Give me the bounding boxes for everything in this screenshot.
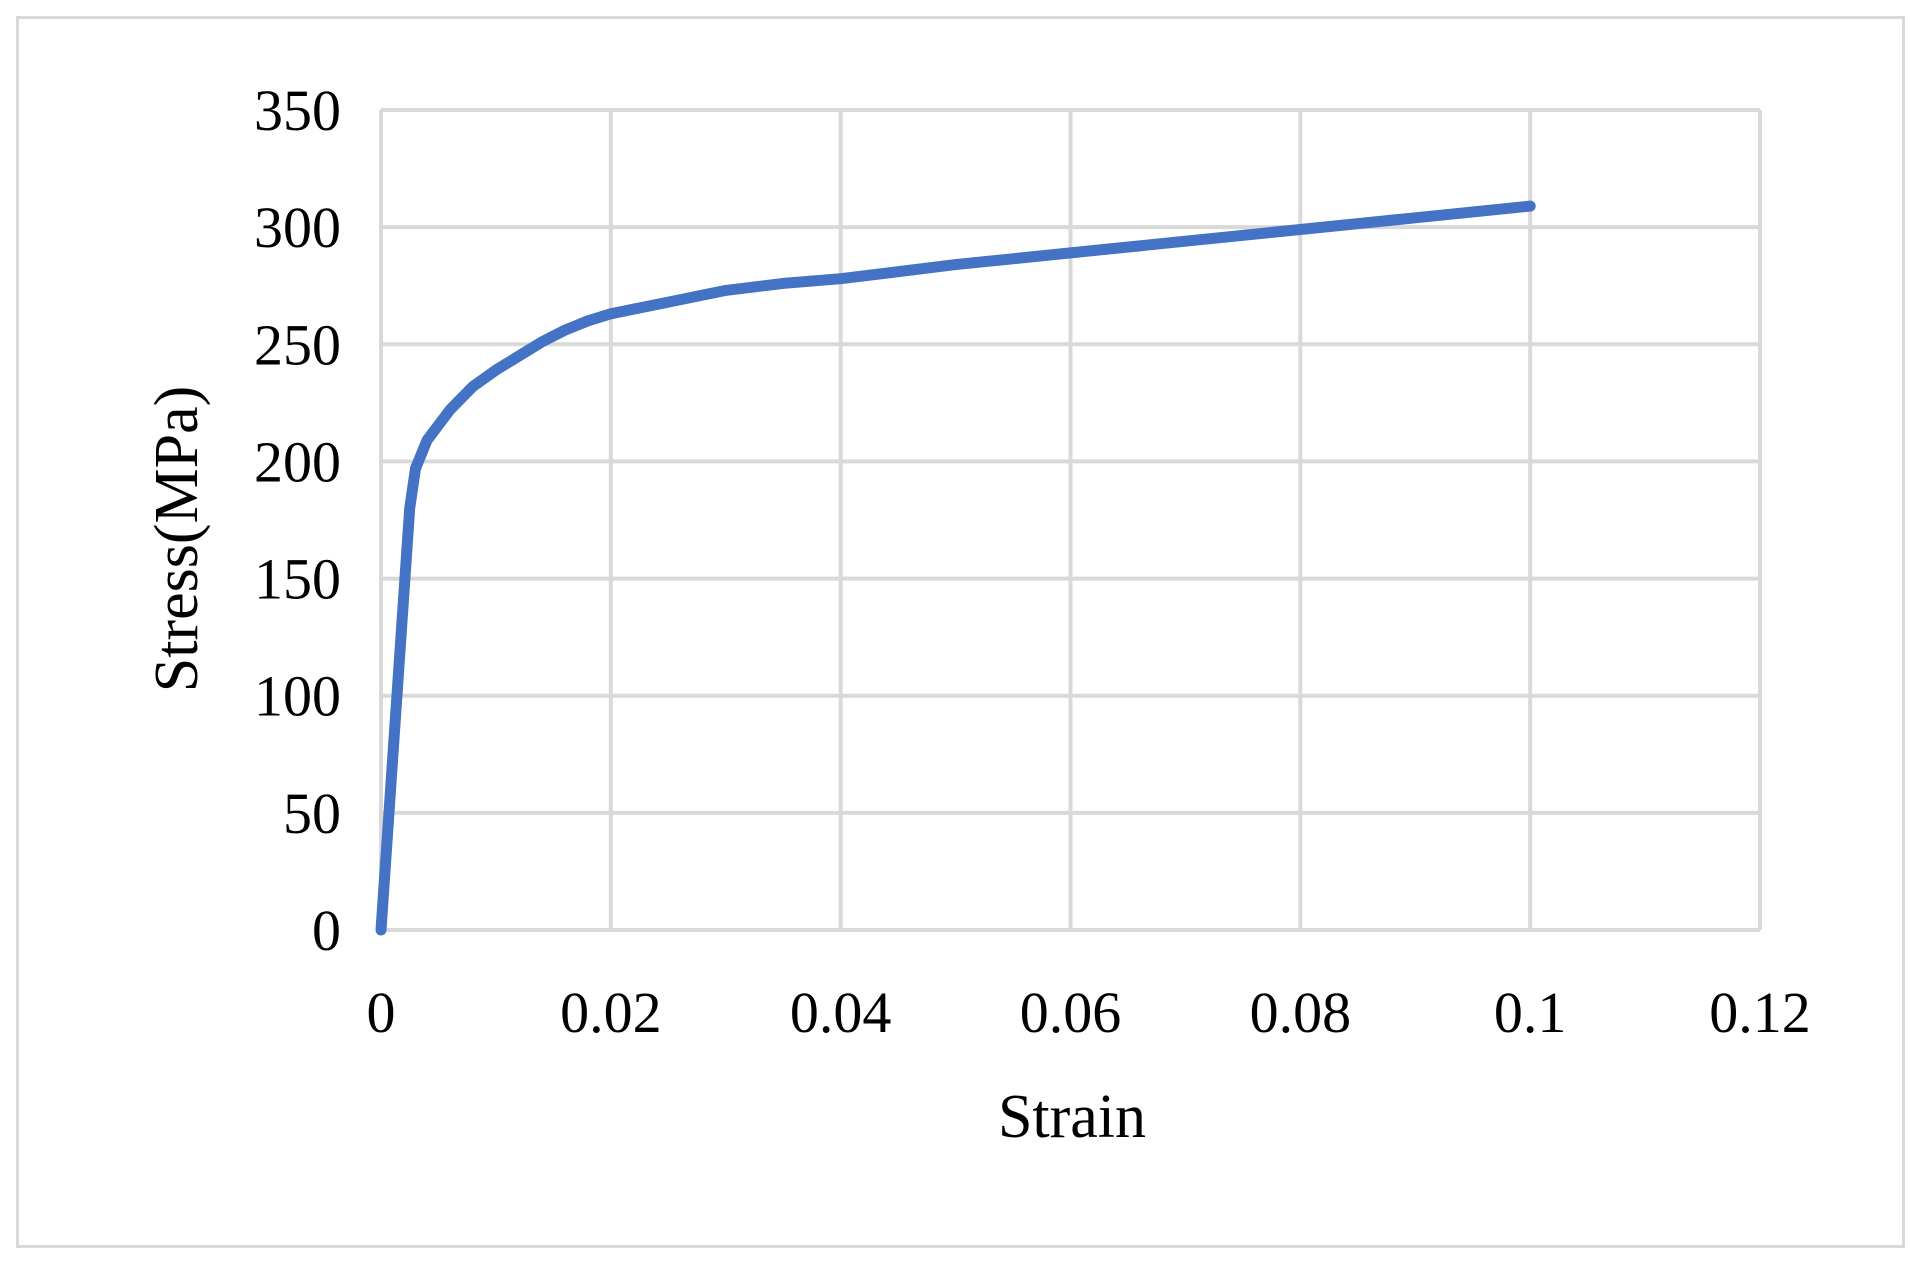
series-layer [375, 200, 1536, 936]
x-tick-label: 0.04 [790, 980, 892, 1045]
x-axis-title: Strain [998, 1083, 1146, 1151]
chart-frame: 0 0.02 0.04 0.06 0.08 0.1 0.12 0 50 100 150 200 250… [16, 16, 1905, 1248]
x-tick-label: 0.02 [560, 980, 662, 1045]
y-tick-label: 50 [283, 781, 341, 846]
stress-strain-chart: 0 0.02 0.04 0.06 0.08 0.1 0.12 0 50 100 150 200 250… [143, 78, 1811, 1151]
y-tick-label: 250 [254, 312, 341, 377]
y-tick-label: 0 [312, 898, 341, 963]
grid [379, 108, 1762, 932]
y-tick-label: 350 [254, 78, 341, 143]
x-tick-label: 0.08 [1250, 980, 1352, 1045]
y-tick-label: 100 [254, 664, 341, 729]
y-axis-tick-labels: 0 50 100 150 200 250 300 350 [254, 78, 341, 963]
x-tick-label: 0.06 [1020, 980, 1122, 1045]
x-tick-label: 0 [367, 980, 396, 1045]
y-axis-title: Stress(MPa) [143, 386, 211, 693]
x-axis-tick-labels: 0 0.02 0.04 0.06 0.08 0.1 0.12 [367, 980, 1811, 1045]
y-tick-label: 200 [254, 429, 341, 494]
y-tick-label: 300 [254, 195, 341, 260]
stress-strain-series-line [375, 200, 1536, 936]
y-tick-label: 150 [254, 547, 341, 612]
x-tick-label: 0.1 [1494, 980, 1567, 1045]
x-tick-label: 0.12 [1709, 980, 1811, 1045]
